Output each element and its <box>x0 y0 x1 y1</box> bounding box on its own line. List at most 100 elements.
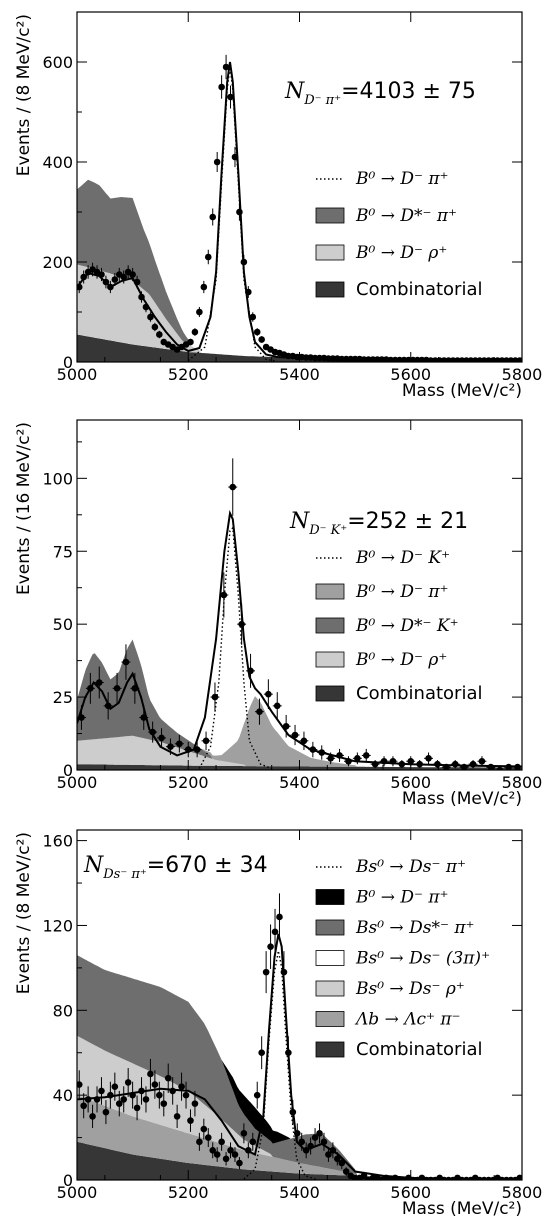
data-point <box>298 1138 306 1146</box>
data-point <box>325 1151 332 1158</box>
data-point <box>425 755 432 762</box>
x-tick-label: 5400 <box>279 1183 320 1202</box>
x-tick-label: 5600 <box>390 773 431 792</box>
data-point <box>156 331 163 338</box>
data-point <box>80 1102 87 1110</box>
data-point <box>334 1155 341 1163</box>
legend-swatch-3 <box>315 617 345 634</box>
data-point <box>138 1087 145 1095</box>
legend-label-2: B⁰ → D⁻ π⁺ <box>355 888 449 908</box>
data-point <box>209 1147 217 1154</box>
data-point <box>84 1096 92 1103</box>
x-tick-label: 5200 <box>168 773 209 792</box>
x-tick-label: 5400 <box>279 365 320 384</box>
data-point <box>222 1155 230 1163</box>
y-tick-label: 80 <box>53 1001 73 1020</box>
y-tick-label: 600 <box>42 53 73 72</box>
data-point <box>265 690 272 698</box>
data-point <box>309 746 317 753</box>
data-point <box>107 283 114 291</box>
legend-label-6: Λb → Λc⁺ π⁻ <box>354 1010 461 1030</box>
data-point <box>187 1117 194 1124</box>
data-point <box>167 743 174 750</box>
data-point <box>122 658 130 666</box>
y-tick-label: 50 <box>53 615 73 634</box>
data-point <box>285 1049 292 1057</box>
data-point <box>329 1147 337 1154</box>
yield-label: NDs⁻ π⁺=670 ± 34 <box>83 853 268 882</box>
data-point <box>176 740 183 748</box>
data-point <box>360 1172 368 1180</box>
data-point <box>111 276 119 283</box>
legend-swatch-7 <box>315 1041 345 1058</box>
data-point <box>209 213 217 221</box>
data-point <box>240 1130 248 1137</box>
x-tick-label: 5600 <box>390 365 431 384</box>
y-tick-label: 0 <box>63 353 73 372</box>
component-area-2 <box>77 735 522 768</box>
data-point <box>231 1151 239 1158</box>
data-point <box>220 591 228 599</box>
data-point <box>133 278 141 286</box>
data-point <box>129 1091 136 1099</box>
data-point <box>280 968 288 976</box>
data-point <box>191 328 199 336</box>
data-point <box>229 483 237 491</box>
data-point <box>262 968 270 976</box>
data-point <box>98 271 105 278</box>
component-area-2 <box>77 1095 522 1179</box>
data-point <box>516 357 522 362</box>
data-point <box>267 943 274 950</box>
data-point <box>505 763 512 770</box>
data-point <box>87 685 94 692</box>
data-point <box>398 760 406 768</box>
data-point <box>211 693 219 701</box>
data-point <box>124 1079 132 1086</box>
data-point <box>451 760 459 768</box>
data-point <box>256 708 263 715</box>
total-fit-curve <box>77 933 522 1180</box>
data-point <box>222 63 230 71</box>
data-point <box>129 271 136 278</box>
data-point <box>362 752 370 759</box>
component-area-3 <box>77 179 522 361</box>
legend-swatch-4 <box>315 950 345 966</box>
legend-swatch-4 <box>315 281 345 298</box>
data-point <box>89 1113 96 1120</box>
data-point <box>380 757 388 765</box>
chart-panel-3: 5000 5200 5400 5600 5800 0 40 80 120 160 Mass (MeV… <box>14 829 542 1219</box>
data-point <box>336 752 343 759</box>
y-axis-title: Events / (8 MeV/c²) <box>14 14 34 176</box>
data-point <box>193 746 201 753</box>
signal-curve <box>187 66 278 362</box>
data-point <box>249 1138 257 1146</box>
data-point <box>460 763 468 770</box>
y-axis-title: Events / (16 MeV/c²) <box>14 422 34 595</box>
x-tick-label: 5200 <box>168 1183 209 1202</box>
data-point <box>131 685 139 692</box>
x-axis-title: Mass (MeV/c²) <box>402 381 522 401</box>
data-point <box>302 1147 310 1154</box>
yield-label: ND⁻ π⁺=4103 ± 75 <box>284 79 476 108</box>
x-tick-label: 5800 <box>502 773 543 792</box>
data-point <box>291 731 299 739</box>
data-point <box>178 1083 185 1090</box>
legend-label-5: Bs⁰ → Ds⁻ ρ⁺ <box>355 979 465 999</box>
data-point <box>247 667 254 675</box>
data-point <box>327 755 334 762</box>
data-point <box>158 734 165 742</box>
data-point <box>487 763 495 770</box>
data-point <box>113 685 121 692</box>
legend-swatch-3 <box>315 244 345 261</box>
y-tick-label: 40 <box>53 1086 73 1105</box>
data-point <box>200 1125 208 1133</box>
data-point <box>77 1081 83 1088</box>
data-point <box>78 714 85 721</box>
data-point <box>151 1081 159 1088</box>
data-point <box>107 1091 114 1099</box>
x-axis-title: Mass (MeV/c²) <box>402 789 522 809</box>
legend-label-1: B⁰ → D⁻ K⁺ <box>355 548 450 568</box>
data-point <box>160 1100 168 1107</box>
x-tick-label: 5400 <box>279 773 320 792</box>
